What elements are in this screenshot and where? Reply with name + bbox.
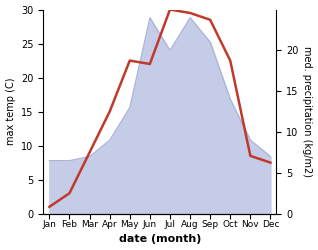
Y-axis label: med. precipitation (kg/m2): med. precipitation (kg/m2)	[302, 46, 313, 177]
Y-axis label: max temp (C): max temp (C)	[5, 78, 16, 145]
X-axis label: date (month): date (month)	[119, 234, 201, 244]
